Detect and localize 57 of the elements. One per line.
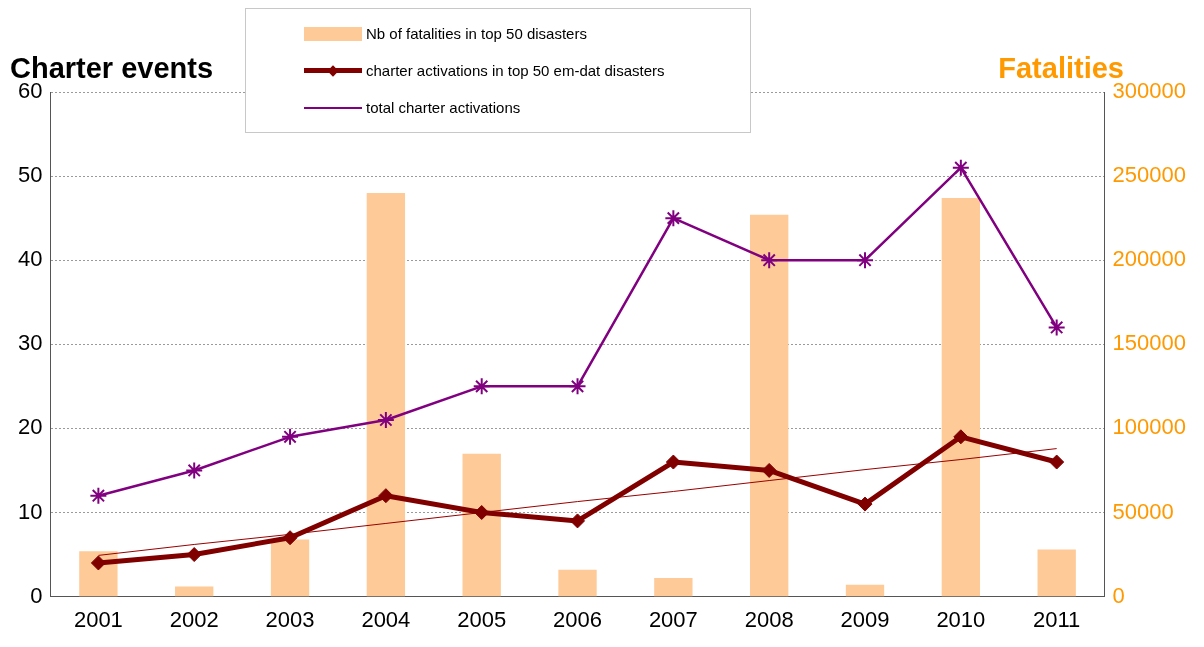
point	[282, 530, 298, 546]
bar	[366, 192, 406, 597]
x-tick-label: 2008	[744, 606, 794, 632]
x-tick-label: 2005	[457, 606, 507, 632]
point	[378, 488, 394, 504]
y2-tick-label: 150000	[1112, 330, 1187, 356]
legend-label: Nb of fatalities in top 50 disasters	[366, 25, 587, 42]
y2-tick-label: 50000	[1112, 498, 1174, 524]
x-tick-label: 2002	[169, 606, 219, 632]
point	[90, 555, 106, 571]
bar	[1037, 549, 1076, 597]
point	[857, 496, 873, 512]
bar	[462, 453, 501, 597]
point	[474, 505, 490, 520]
y-tick-label: 30	[17, 330, 43, 356]
y-tick-label: 0	[30, 582, 43, 608]
x-tick-label: 2006	[553, 606, 603, 632]
point	[664, 209, 683, 228]
x-tick-label: 2009	[840, 606, 890, 632]
x-tick-label: 2007	[648, 606, 698, 632]
y2-tick-label: 0	[1112, 582, 1125, 608]
y-tick-label: 50	[17, 162, 43, 188]
bar	[845, 584, 885, 597]
y2-tick-label: 250000	[1112, 162, 1187, 188]
y2-tick-label: 200000	[1112, 246, 1187, 272]
legend-label: charter activations in top 50 em-dat disasters	[366, 62, 665, 79]
point	[665, 454, 681, 470]
bar	[941, 197, 981, 597]
x-tick-label: 2004	[361, 606, 411, 632]
point	[856, 251, 875, 270]
y-tick-label: 10	[17, 498, 43, 524]
point	[568, 377, 587, 396]
point	[1049, 454, 1065, 470]
x-tick-label: 2001	[73, 606, 123, 632]
y2-tick-label: 100000	[1112, 414, 1187, 440]
point	[1047, 318, 1066, 337]
legend-label: total charter activations	[366, 99, 521, 116]
point	[185, 461, 204, 480]
point	[953, 429, 969, 445]
y-tick-label: 20	[17, 414, 43, 440]
point	[570, 513, 586, 529]
bar	[654, 578, 693, 597]
point	[951, 158, 970, 177]
x-tick-label: 2010	[936, 606, 986, 632]
point	[761, 462, 777, 478]
point	[376, 410, 395, 429]
bar	[558, 569, 597, 597]
point	[472, 377, 491, 396]
point	[89, 486, 108, 505]
y-tick-label: 40	[17, 246, 43, 272]
point	[281, 427, 300, 446]
x-tick-label: 2003	[265, 606, 315, 632]
x-tick-label: 2011	[1033, 606, 1081, 632]
point	[186, 547, 202, 563]
point	[760, 251, 779, 270]
bar	[750, 214, 789, 597]
bar	[270, 539, 310, 597]
